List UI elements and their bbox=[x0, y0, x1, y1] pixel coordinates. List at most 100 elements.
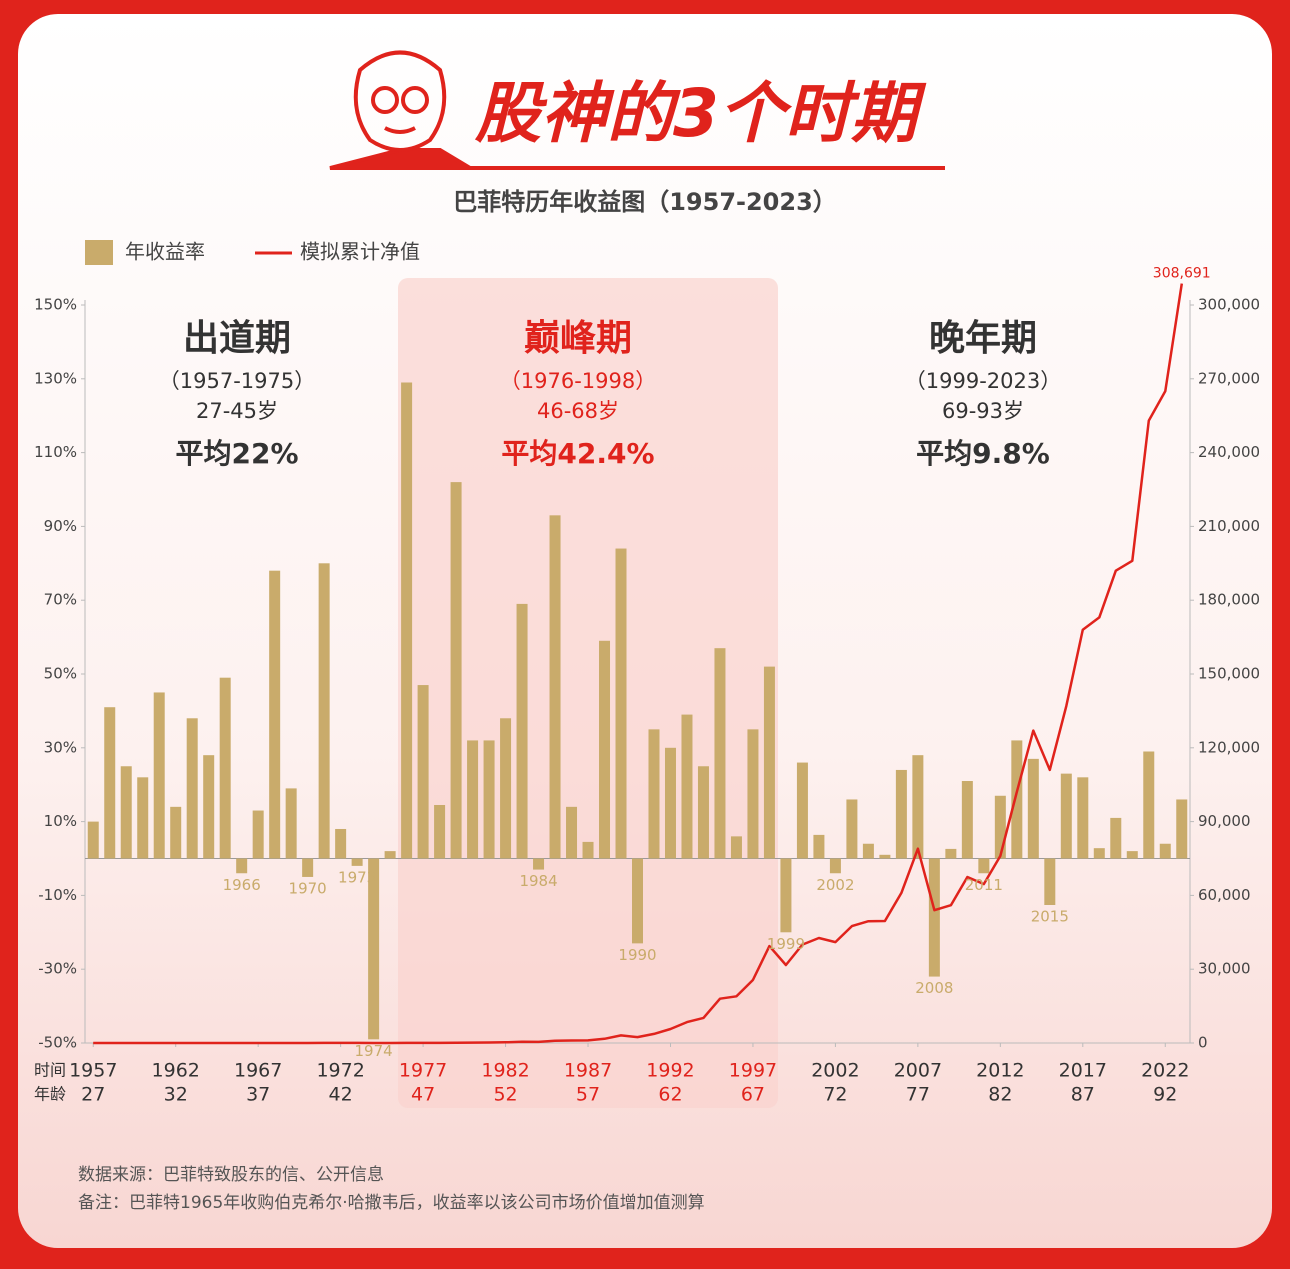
bar bbox=[994, 795, 1006, 859]
age-label: 37 bbox=[246, 1084, 270, 1106]
bar bbox=[516, 603, 528, 859]
bar bbox=[796, 762, 808, 859]
bar bbox=[104, 707, 116, 859]
bar bbox=[302, 858, 314, 877]
y2-tick-label: 150,000 bbox=[1198, 665, 1260, 683]
bar bbox=[1011, 740, 1023, 859]
bar bbox=[1176, 799, 1188, 859]
period-name: 巅峰期 bbox=[524, 318, 632, 359]
x-axis-label: 时间 bbox=[34, 1061, 66, 1080]
year-annotation: 1970 bbox=[289, 879, 327, 897]
x-tick-label: 1997 bbox=[729, 1060, 777, 1082]
bar bbox=[1143, 751, 1155, 859]
period-name: 出道期 bbox=[183, 318, 291, 359]
year-annotation: 1990 bbox=[618, 946, 656, 964]
period-average: 平均9.8% bbox=[916, 437, 1050, 470]
y-tick-label: 90% bbox=[44, 517, 77, 535]
bar bbox=[599, 640, 611, 859]
bar bbox=[697, 766, 709, 859]
y-tick-label: -50% bbox=[38, 1034, 77, 1052]
x-tick-label: 1957 bbox=[69, 1060, 117, 1082]
bar bbox=[533, 858, 545, 870]
bar bbox=[648, 729, 660, 859]
age-label: 92 bbox=[1153, 1084, 1177, 1106]
period-range: （1957-1975） bbox=[159, 369, 315, 393]
bar bbox=[763, 666, 775, 859]
age-label: 32 bbox=[164, 1084, 188, 1106]
bar bbox=[1077, 777, 1089, 859]
x-tick-label: 1967 bbox=[234, 1060, 282, 1082]
period-ages: 46-68岁 bbox=[537, 399, 619, 423]
y-tick-label: -30% bbox=[38, 960, 77, 978]
bar bbox=[120, 766, 132, 859]
bar bbox=[318, 563, 330, 859]
peak-band bbox=[398, 278, 778, 1108]
y2-tick-label: 180,000 bbox=[1198, 591, 1260, 609]
y-tick-label: 110% bbox=[34, 443, 77, 461]
x-tick-label: 1972 bbox=[316, 1060, 364, 1082]
bar bbox=[417, 685, 429, 859]
bar bbox=[1126, 851, 1138, 859]
age-label: 82 bbox=[988, 1084, 1012, 1106]
bar bbox=[961, 781, 973, 859]
x-tick-label: 1977 bbox=[399, 1060, 447, 1082]
y2-tick-label: 120,000 bbox=[1198, 738, 1260, 756]
bar bbox=[928, 858, 940, 977]
x-tick-label: 2022 bbox=[1141, 1060, 1189, 1082]
bar bbox=[1110, 817, 1122, 859]
y-tick-label: -10% bbox=[38, 886, 77, 904]
bar bbox=[846, 799, 858, 859]
value-label: 308,691 bbox=[1153, 266, 1211, 282]
bar bbox=[170, 806, 182, 859]
bar bbox=[829, 858, 841, 874]
bar bbox=[236, 858, 248, 874]
y-tick-label: 10% bbox=[44, 812, 77, 830]
bar bbox=[285, 788, 297, 859]
y2-tick-label: 240,000 bbox=[1198, 443, 1260, 461]
x-tick-label: 1992 bbox=[646, 1060, 694, 1082]
bar bbox=[87, 821, 99, 859]
bar bbox=[615, 548, 627, 859]
bar bbox=[978, 858, 990, 874]
period-name: 晚年期 bbox=[929, 318, 1037, 359]
x-tick-label: 2012 bbox=[976, 1060, 1024, 1082]
bar bbox=[566, 806, 578, 859]
age-label: 77 bbox=[906, 1084, 930, 1106]
age-label: 72 bbox=[823, 1084, 847, 1106]
age-label: 87 bbox=[1071, 1084, 1095, 1106]
bar bbox=[137, 777, 149, 859]
period-ages: 69-93岁 bbox=[942, 399, 1024, 423]
bar bbox=[203, 755, 215, 859]
y2-tick-label: 60,000 bbox=[1198, 886, 1251, 904]
bar bbox=[1027, 758, 1039, 859]
chart-subtitle: 巴菲特历年收益图（1957-2023） bbox=[453, 188, 837, 216]
y-tick-label: 50% bbox=[44, 665, 77, 683]
age-label: 27 bbox=[81, 1084, 105, 1106]
period-average: 平均42.4% bbox=[501, 437, 654, 470]
bar bbox=[186, 718, 198, 859]
bar bbox=[483, 740, 495, 859]
bar bbox=[500, 718, 512, 859]
bar bbox=[862, 843, 874, 859]
year-annotation: 1974 bbox=[355, 1042, 393, 1060]
bar bbox=[549, 515, 561, 859]
y-tick-label: 70% bbox=[44, 591, 77, 609]
footnote: 备注：巴菲特1965年收购伯克希尔·哈撒韦后，收益率以该公司市场价值增加值测算 bbox=[78, 1193, 705, 1213]
period-range: （1976-1998） bbox=[500, 369, 656, 393]
bar bbox=[582, 841, 594, 859]
bar bbox=[912, 755, 924, 859]
bar bbox=[747, 729, 759, 859]
legend-swatch bbox=[85, 240, 113, 265]
year-annotation: 1973 bbox=[338, 868, 376, 886]
age-label: 67 bbox=[741, 1084, 765, 1106]
footnote: 数据来源：巴菲特致股东的信、公开信息 bbox=[78, 1165, 384, 1185]
bar bbox=[153, 692, 165, 859]
age-label: 62 bbox=[658, 1084, 682, 1106]
bar bbox=[368, 858, 380, 1040]
x-tick-label: 1982 bbox=[481, 1060, 529, 1082]
bar bbox=[269, 570, 281, 859]
age-label: 57 bbox=[576, 1084, 600, 1106]
x-tick-label: 1962 bbox=[152, 1060, 200, 1082]
bar bbox=[681, 714, 693, 859]
bar bbox=[252, 810, 264, 859]
